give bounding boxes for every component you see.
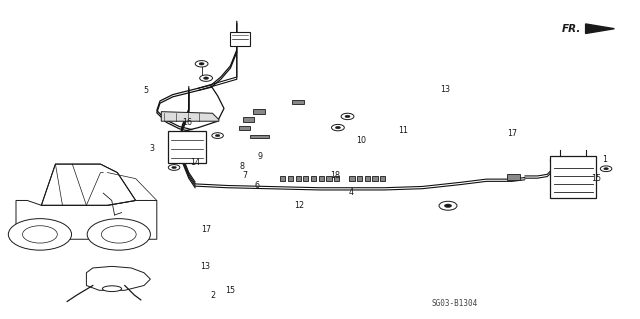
Bar (243, 117, 254, 122)
Text: 2: 2 (211, 291, 216, 300)
Text: 14: 14 (190, 158, 200, 167)
Text: 15: 15 (225, 286, 236, 295)
Text: 16: 16 (182, 118, 192, 127)
Polygon shape (16, 200, 157, 239)
Bar (230, 32, 250, 46)
Bar (380, 176, 385, 181)
Bar (296, 176, 301, 181)
Circle shape (172, 166, 177, 169)
Bar (168, 131, 206, 163)
Circle shape (8, 219, 72, 250)
Text: 6: 6 (255, 181, 260, 189)
Bar (303, 176, 308, 181)
Circle shape (195, 61, 208, 67)
Circle shape (335, 126, 340, 129)
Polygon shape (586, 24, 614, 33)
Circle shape (168, 165, 180, 170)
Text: 17: 17 (201, 225, 211, 234)
Text: 10: 10 (356, 136, 367, 145)
Circle shape (439, 201, 457, 210)
Circle shape (444, 204, 452, 208)
Bar (507, 174, 520, 180)
Circle shape (200, 75, 212, 81)
Bar (550, 156, 596, 198)
Bar (253, 109, 265, 114)
Text: 12: 12 (294, 201, 305, 210)
Text: 11: 11 (398, 126, 408, 135)
Circle shape (215, 134, 220, 137)
Text: SG03-B1304: SG03-B1304 (431, 299, 477, 308)
Ellipse shape (102, 286, 122, 292)
Text: FR.: FR. (562, 24, 581, 34)
Text: 9: 9 (257, 152, 262, 161)
Bar (250, 135, 269, 138)
Circle shape (600, 166, 612, 172)
Polygon shape (161, 112, 219, 121)
Circle shape (87, 219, 150, 250)
Circle shape (345, 115, 350, 118)
Circle shape (341, 113, 354, 120)
Circle shape (604, 167, 609, 170)
Bar (365, 176, 370, 181)
Circle shape (199, 63, 204, 65)
Text: 15: 15 (591, 174, 602, 183)
Text: 7: 7 (242, 171, 247, 180)
Circle shape (22, 226, 58, 243)
Text: 13: 13 (200, 262, 210, 271)
Text: 17: 17 (507, 130, 517, 138)
Text: 5: 5 (143, 86, 148, 95)
Bar (292, 100, 304, 104)
Text: 13: 13 (440, 85, 451, 94)
Circle shape (212, 133, 223, 138)
Text: 3: 3 (150, 144, 155, 153)
Text: 18: 18 (330, 171, 340, 180)
Bar (239, 126, 250, 130)
Text: 4: 4 (348, 189, 353, 197)
Bar (326, 176, 332, 181)
Circle shape (204, 77, 209, 79)
Bar (311, 176, 316, 181)
Bar (280, 176, 285, 181)
Bar (349, 176, 355, 181)
Bar (372, 176, 378, 181)
Polygon shape (86, 266, 150, 290)
Circle shape (332, 124, 344, 131)
Bar (288, 176, 293, 181)
Circle shape (101, 226, 136, 243)
Polygon shape (42, 164, 136, 205)
Text: 1: 1 (602, 155, 607, 164)
Bar (319, 176, 324, 181)
Text: 8: 8 (239, 162, 244, 171)
Bar (334, 176, 339, 181)
Bar (357, 176, 362, 181)
